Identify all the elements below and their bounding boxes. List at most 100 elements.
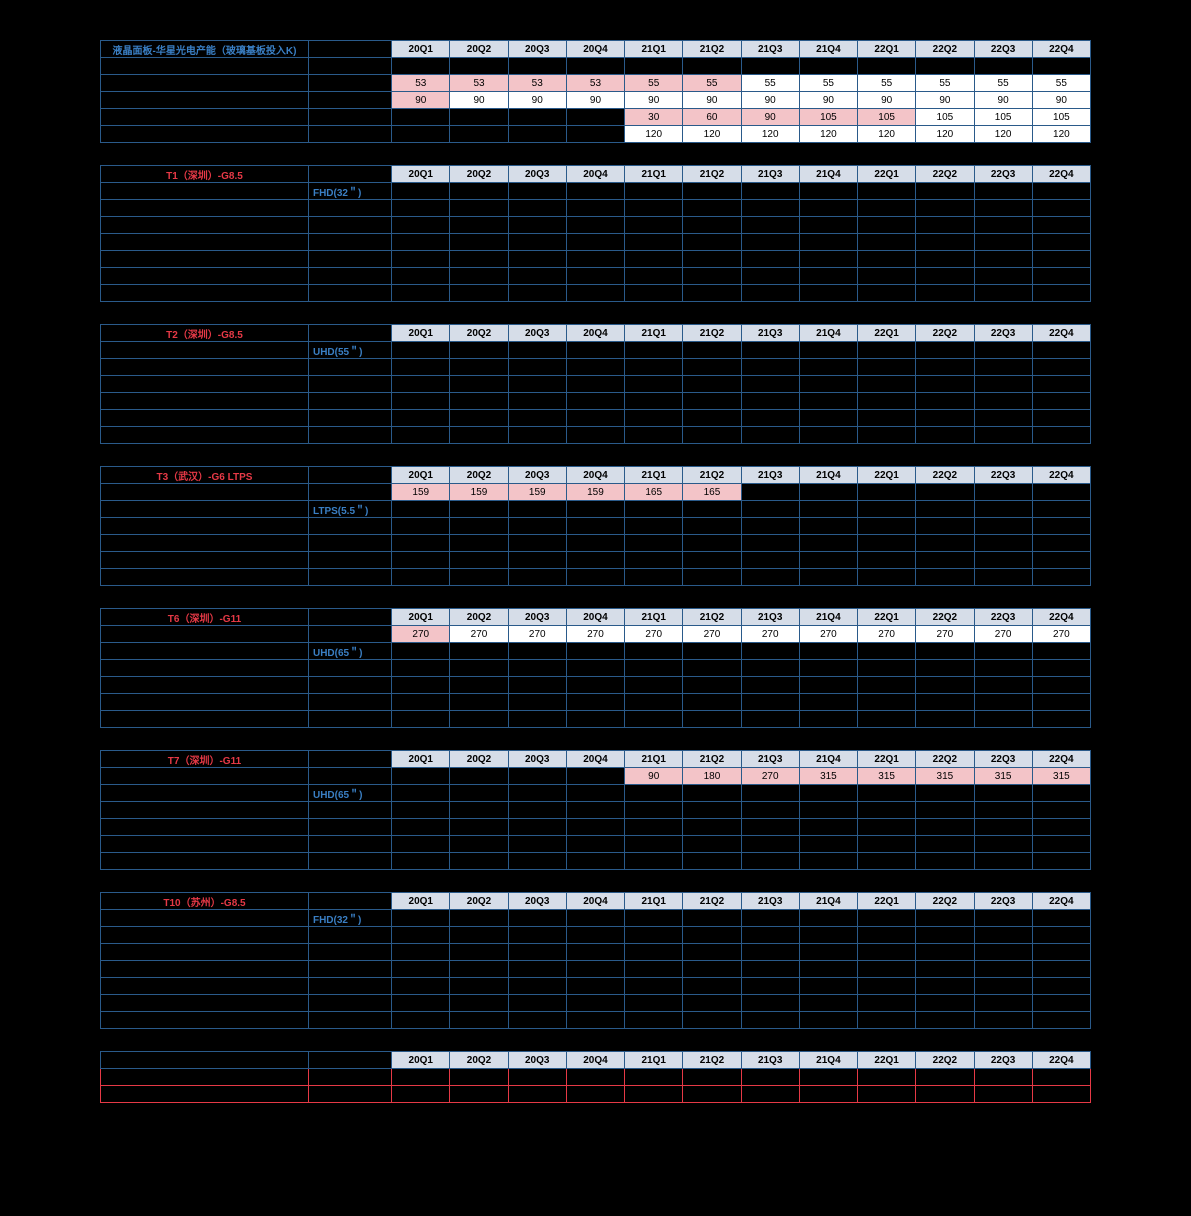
row-label (101, 484, 309, 501)
data-cell (799, 268, 857, 285)
data-cell (741, 484, 799, 501)
data-cell (741, 927, 799, 944)
data-cell (566, 200, 624, 217)
data-cell (566, 518, 624, 535)
data-cell (566, 393, 624, 410)
data-cell (1032, 995, 1090, 1012)
row-sublabel (308, 1086, 391, 1103)
data-cell (566, 978, 624, 995)
data-cell (858, 1069, 916, 1086)
data-cell (858, 484, 916, 501)
data-cell (799, 785, 857, 802)
quarter-header: 21Q1 (625, 325, 683, 342)
row-label (101, 268, 309, 285)
data-cell (916, 711, 974, 728)
data-cell (799, 183, 857, 200)
quarter-header: 20Q4 (566, 325, 624, 342)
quarter-header: 21Q4 (799, 893, 857, 910)
data-cell (508, 251, 566, 268)
data-cell: 90 (625, 768, 683, 785)
data-cell (392, 853, 450, 870)
row-sublabel: UHD(65＂) (308, 643, 391, 660)
quarter-header: 21Q4 (799, 467, 857, 484)
quarter-header: 22Q2 (916, 166, 974, 183)
data-cell (974, 501, 1032, 518)
data-cell (450, 819, 508, 836)
sub-header-blank (308, 41, 391, 58)
data-cell (450, 1086, 508, 1103)
quarter-header: 20Q4 (566, 609, 624, 626)
quarter-header: 21Q3 (741, 166, 799, 183)
quarter-header: 20Q3 (508, 893, 566, 910)
data-cell (974, 183, 1032, 200)
data-cell (916, 359, 974, 376)
data-cell (508, 376, 566, 393)
quarter-header: 21Q2 (683, 1052, 741, 1069)
data-cell (450, 836, 508, 853)
data-cell: 270 (566, 626, 624, 643)
data-cell (625, 660, 683, 677)
data-cell (392, 109, 450, 126)
data-cell (392, 802, 450, 819)
data-cell (974, 1086, 1032, 1103)
data-cell (741, 1012, 799, 1029)
data-cell (566, 251, 624, 268)
data-cell (799, 677, 857, 694)
data-cell (974, 910, 1032, 927)
quarter-header: 22Q3 (974, 751, 1032, 768)
data-cell: 165 (625, 484, 683, 501)
row-sublabel (308, 819, 391, 836)
data-cell (625, 1012, 683, 1029)
quarter-header: 22Q3 (974, 893, 1032, 910)
data-cell (392, 251, 450, 268)
row-label (101, 819, 309, 836)
data-cell (858, 677, 916, 694)
data-cell (450, 535, 508, 552)
quarter-header: 20Q2 (450, 467, 508, 484)
data-cell (683, 552, 741, 569)
row-label (101, 234, 309, 251)
data-cell (741, 427, 799, 444)
data-cell: 90 (625, 92, 683, 109)
data-cell (450, 285, 508, 302)
data-cell (799, 836, 857, 853)
data-cell: 270 (799, 626, 857, 643)
data-cell: 270 (625, 626, 683, 643)
data-cell (1032, 1086, 1090, 1103)
row-label (101, 978, 309, 995)
data-cell (566, 1086, 624, 1103)
data-cell (974, 251, 1032, 268)
data-cell (799, 711, 857, 728)
data-cell (1032, 1069, 1090, 1086)
data-cell (392, 910, 450, 927)
data-cell (625, 501, 683, 518)
data-cell (683, 393, 741, 410)
data-cell (916, 217, 974, 234)
data-cell (741, 268, 799, 285)
data-cell (450, 677, 508, 694)
data-cell (683, 944, 741, 961)
data-cell (1032, 234, 1090, 251)
quarter-header: 21Q2 (683, 893, 741, 910)
data-cell (566, 1069, 624, 1086)
row-label (101, 643, 309, 660)
data-cell (625, 251, 683, 268)
data-cell: 53 (566, 75, 624, 92)
data-cell (450, 251, 508, 268)
data-cell (508, 711, 566, 728)
row-label (101, 58, 309, 75)
data-cell (566, 927, 624, 944)
data-cell (916, 802, 974, 819)
data-cell (858, 711, 916, 728)
data-cell (799, 927, 857, 944)
data-cell (858, 200, 916, 217)
data-cell (799, 961, 857, 978)
data-cell (508, 200, 566, 217)
data-cell: 90 (799, 92, 857, 109)
data-cell (450, 643, 508, 660)
data-cell (392, 376, 450, 393)
data-cell (974, 58, 1032, 75)
data-cell (974, 711, 1032, 728)
sub-header-blank (308, 467, 391, 484)
data-cell (683, 501, 741, 518)
